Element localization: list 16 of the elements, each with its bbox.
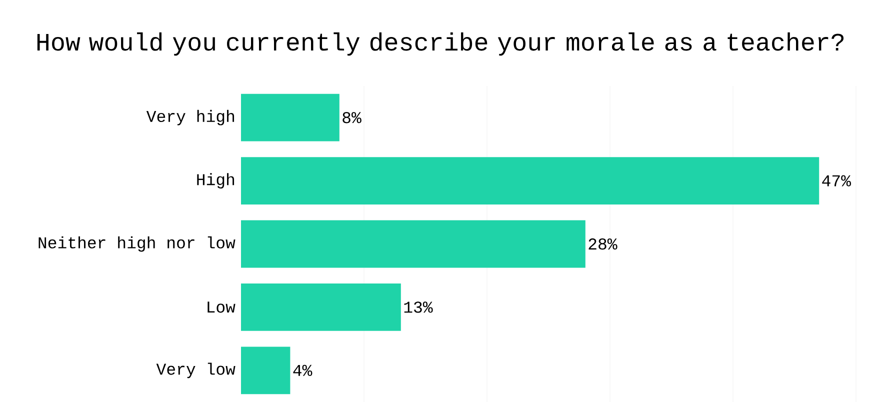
y-tick-label: High xyxy=(197,173,234,188)
data-label: 8% xyxy=(342,112,362,124)
y-tick-label: Very high xyxy=(146,110,234,126)
bar xyxy=(241,284,401,331)
data-label: 4% xyxy=(293,364,312,376)
data-label: 13% xyxy=(404,302,433,313)
data-label: 47% xyxy=(822,175,852,186)
y-tick-label: Neither high nor low xyxy=(38,236,236,252)
y-tick-label: Low xyxy=(208,302,236,313)
bar xyxy=(241,346,290,394)
data-label: 28% xyxy=(588,238,618,250)
chart-title: How would you currently describe your morale as a teacher? xyxy=(37,32,844,56)
y-tick-label: Very low xyxy=(156,362,236,378)
bar xyxy=(241,157,820,204)
bar xyxy=(241,94,340,142)
bar xyxy=(241,220,586,268)
